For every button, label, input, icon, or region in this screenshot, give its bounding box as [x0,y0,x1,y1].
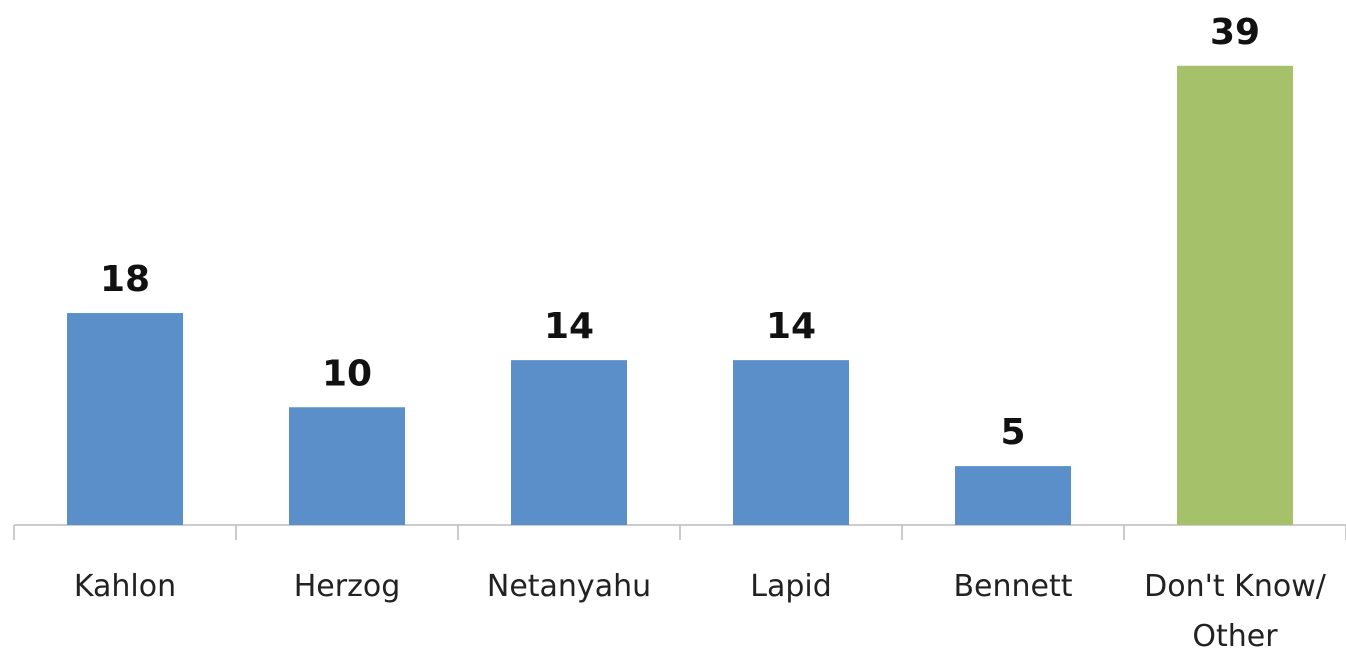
bar [733,360,849,525]
value-label: 14 [544,306,594,347]
value-label: 10 [322,353,372,394]
bar [67,313,183,525]
bar [289,407,405,525]
x-tick-label: Bennett [953,569,1073,604]
bar [511,360,627,525]
x-tick-label: Don't Know/ Other [1144,569,1326,650]
x-tick-label: Herzog [293,569,401,604]
value-label: 39 [1210,12,1260,53]
value-label: 5 [1000,412,1025,453]
value-label: 18 [100,259,150,300]
x-tick-label: Netanyahu [486,569,652,604]
bar [955,466,1071,525]
x-tick-label: Lapid [750,569,832,604]
value-label: 14 [766,306,816,347]
bar [1177,65,1293,526]
x-tick-label: Kahlon [73,569,177,604]
